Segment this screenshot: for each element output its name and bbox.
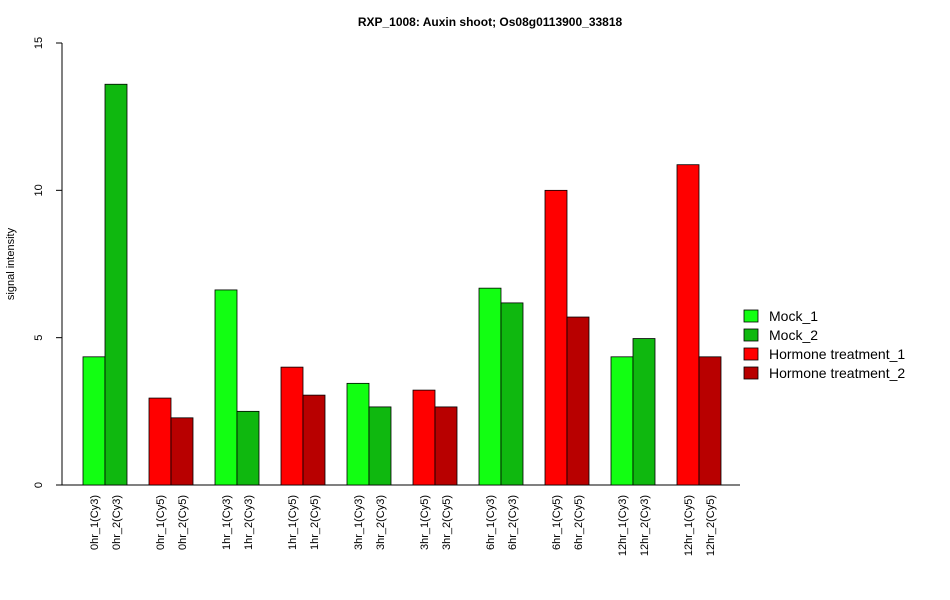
legend-label: Hormone treatment_1 — [769, 346, 905, 362]
bar — [214, 289, 238, 486]
legend-swatch — [743, 366, 759, 380]
y-tick-label: 5 — [33, 335, 45, 341]
bar — [500, 302, 524, 486]
legend-swatch — [743, 328, 759, 342]
legend-swatch — [743, 347, 759, 361]
x-tick-label: 6hr_1(Cy5) — [551, 495, 563, 550]
x-tick-label: 0hr_2(Cy3) — [111, 495, 123, 550]
x-tick-labels: 0hr_1(Cy3) 0hr_2(Cy3) 0hr_1(Cy5) 0hr_2(Cy5)… — [89, 495, 717, 556]
bar — [148, 397, 172, 486]
legend-label: Mock_2 — [769, 327, 818, 343]
y-tick-label: 10 — [33, 184, 45, 196]
bar — [170, 417, 194, 486]
x-tick-label: 3hr_2(Cy3) — [375, 495, 387, 550]
y-tick-label: 0 — [33, 482, 45, 488]
bar — [346, 382, 370, 486]
x-tick-label: 0hr_2(Cy5) — [177, 495, 189, 550]
legend-swatch — [743, 309, 759, 323]
bar — [610, 356, 634, 486]
bar — [280, 366, 304, 486]
bar — [434, 406, 458, 486]
x-tick-label: 6hr_2(Cy3) — [507, 495, 519, 550]
x-tick-label: 12hr_1(Cy3) — [617, 495, 629, 556]
x-tick-label: 0hr_1(Cy3) — [89, 495, 101, 550]
bar — [302, 394, 326, 486]
y-axis: 0 5 10 15 — [33, 37, 63, 488]
x-tick-label: 1hr_1(Cy3) — [221, 495, 233, 550]
x-tick-label: 12hr_2(Cy3) — [639, 495, 651, 556]
bar — [82, 356, 106, 486]
x-tick-label: 6hr_2(Cy5) — [573, 495, 585, 550]
bar — [632, 338, 656, 486]
bar — [104, 83, 128, 486]
x-tick-label: 1hr_2(Cy3) — [243, 495, 255, 550]
legend: Mock_1 Mock_2 Hormone treatment_1 Hormone t… — [743, 308, 905, 381]
x-tick-label: 3hr_1(Cy3) — [353, 495, 365, 550]
y-axis-label: signal intensity — [5, 227, 17, 300]
bar — [412, 389, 436, 486]
bar — [698, 356, 722, 486]
x-tick-label: 12hr_2(Cy5) — [705, 495, 717, 556]
y-tick-label: 15 — [33, 37, 45, 49]
legend-label: Hormone treatment_2 — [769, 365, 905, 381]
bar — [566, 316, 590, 486]
x-tick-label: 0hr_1(Cy5) — [155, 495, 167, 550]
bar — [478, 287, 502, 486]
legend-label: Mock_1 — [769, 308, 818, 324]
x-tick-label: 1hr_2(Cy5) — [309, 495, 321, 550]
bar — [368, 406, 392, 486]
bar — [236, 410, 260, 486]
x-tick-label: 1hr_1(Cy5) — [287, 495, 299, 550]
bar — [676, 164, 700, 486]
chart-title: RXP_1008: Auxin shoot; Os08g0113900_3381… — [358, 15, 623, 29]
x-tick-label: 6hr_1(Cy3) — [485, 495, 497, 550]
x-tick-label: 3hr_2(Cy5) — [441, 495, 453, 550]
bars-group — [82, 83, 722, 486]
x-tick-label: 12hr_1(Cy5) — [683, 495, 695, 556]
x-tick-label: 3hr_1(Cy5) — [419, 495, 431, 550]
bar — [544, 189, 568, 486]
